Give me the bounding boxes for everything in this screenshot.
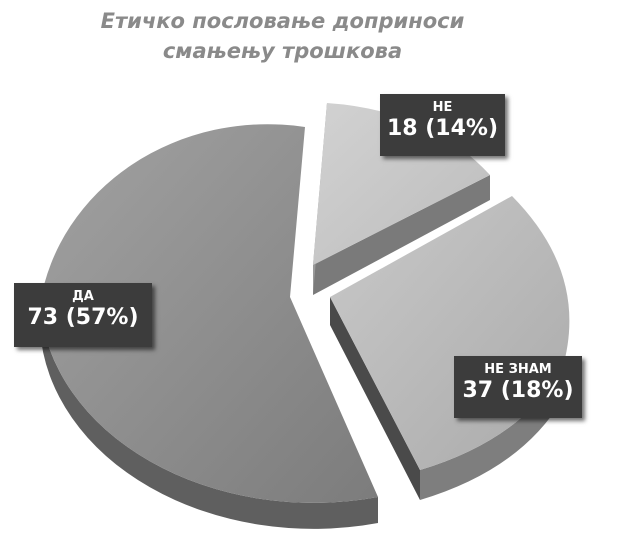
chart-title-line-2: смањењу трошкова xyxy=(162,39,403,63)
pie-slice-da xyxy=(40,124,378,529)
pie-slice-da-top xyxy=(40,124,378,503)
slice-label-da-value: 73 (57%) xyxy=(27,305,139,330)
slice-label-da: ДА 73 (57%) xyxy=(14,283,152,347)
chart-title: Етичко пословање доприноси смањењу трошк… xyxy=(0,6,625,66)
slice-label-ne: НЕ 18 (14%) xyxy=(380,94,505,156)
slice-label-neznam-category: НЕ ЗНАМ xyxy=(484,362,552,377)
pie-slice-da-side xyxy=(40,297,378,529)
slice-label-neznam: НЕ ЗНАМ 37 (18%) xyxy=(454,356,582,418)
pie-slice-neznam-front xyxy=(420,370,562,500)
slice-label-ne-value: 18 (14%) xyxy=(386,116,499,141)
pie-slice-ne-side xyxy=(313,175,490,295)
slice-label-neznam-value: 37 (18%) xyxy=(462,378,574,403)
pie-slice-neznam-side xyxy=(330,297,420,500)
chart-title-line-1: Етичко пословање доприноси xyxy=(100,9,465,33)
slice-label-ne-category: НЕ xyxy=(432,100,453,115)
slice-label-da-category: ДА xyxy=(72,289,94,304)
